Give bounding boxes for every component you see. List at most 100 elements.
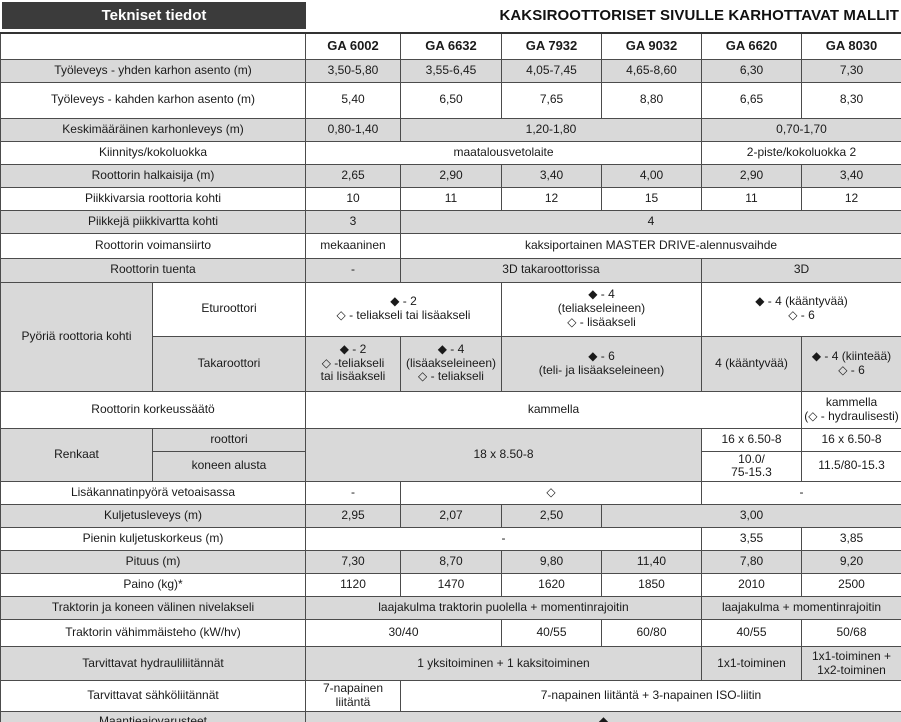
cell: 11.5/80-15.3 xyxy=(801,450,901,483)
cell: - xyxy=(305,527,702,552)
cell: 16 x 6.50-8 xyxy=(801,427,901,452)
cell: 7,30 xyxy=(801,58,901,83)
cell: ◆ - 4 (lisäakseleineen) ◇ - teliakseli xyxy=(400,335,502,392)
page-title: KAKSIROOTTORISET SIVULLE KARHOTTAVAT MAL… xyxy=(499,7,899,24)
row-label: Tarvittavat hydrauliliitännät xyxy=(0,646,306,682)
cell-line: ◆ - 4 xyxy=(588,287,615,302)
cell-line: 1x2-toiminen xyxy=(817,662,886,677)
cell: 8,80 xyxy=(601,81,702,119)
cell: 3,40 xyxy=(501,163,602,188)
cell: ◆ - 4 (kiinteää) ◇ - 6 xyxy=(801,335,901,392)
cell: 30/40 xyxy=(305,619,502,648)
row-weight: Paino (kg)* 1120 1470 1620 1850 2010 250… xyxy=(0,573,901,598)
cell-line: tai lisäakseli xyxy=(320,369,386,384)
cell-line: kammella xyxy=(825,394,878,409)
row-working-width-double: Työleveys - kahden karhon asento (m) 5,4… xyxy=(0,81,901,119)
cell-line: ◇ - teliakseli xyxy=(418,369,484,384)
cell: mekaaninen xyxy=(305,232,401,259)
cell: 12 xyxy=(801,186,901,211)
cell: 6,50 xyxy=(400,81,502,119)
cell: 1,20-1,80 xyxy=(400,117,702,142)
cell-line: 10.0/ xyxy=(738,451,765,466)
row-label: Työleveys - kahden karhon asento (m) xyxy=(0,81,306,119)
model-header-ga7932: GA 7932 xyxy=(501,32,602,60)
row-rotor-diameter: Roottorin halkaisija (m) 2,65 2,90 3,40 … xyxy=(0,163,901,188)
cell: 12 xyxy=(501,186,602,211)
cell: ◆ - 2 ◇ -teliakseli tai lisäakseli xyxy=(305,335,401,392)
row-label: Traktorin ja koneen välinen nivelakseli xyxy=(0,596,306,621)
cell: 2,90 xyxy=(701,163,802,188)
row-label: Maantieajovarusteet xyxy=(0,710,306,722)
cell: 11 xyxy=(400,186,502,211)
cell: ◆ - 2 ◇ - teliakseli tai lisäakseli xyxy=(305,281,502,337)
row-label: Lisäkannatinpyörä vetoaisassa xyxy=(0,481,306,506)
row-transport-height: Pienin kuljetuskorkeus (m) - 3,55 3,85 xyxy=(0,527,901,552)
sub-row-label: koneen alusta xyxy=(152,450,306,483)
cell: 2,95 xyxy=(305,504,401,529)
model-header-ga9032: GA 9032 xyxy=(601,32,702,60)
cell: ◆ - 4 (teliakseleineen) ◇ - lisäakseli xyxy=(501,281,702,337)
cell: 7,30 xyxy=(305,550,401,575)
cell: 2,90 xyxy=(400,163,502,188)
diamond-filled-icon: ◆ xyxy=(598,714,609,722)
row-min-tractor-power: Traktorin vähimmäisteho (kW/hv) 30/40 40… xyxy=(0,619,901,648)
row-wheels-front-rotor: Pyöriä roottoria kohti Eturoottori ◆ - 2… xyxy=(0,281,901,392)
cell: 2-piste/kokoluokka 2 xyxy=(701,140,901,165)
cell: 40/55 xyxy=(501,619,602,648)
row-label: Työleveys - yhden karhon asento (m) xyxy=(0,58,306,83)
cell-line: (teliakseleineen) xyxy=(557,301,646,316)
cell: 18 x 8.50-8 xyxy=(305,427,702,483)
cell: kammella (◇ - hydraulisesti) xyxy=(801,390,901,429)
cell: 4 xyxy=(400,209,901,234)
row-label: Pienin kuljetuskorkeus (m) xyxy=(0,527,306,552)
cell: 3,55 xyxy=(701,527,802,552)
cell-line: ◆ - 2 xyxy=(390,294,417,309)
cell: 7,80 xyxy=(701,550,802,575)
model-header-ga6632: GA 6632 xyxy=(400,32,502,60)
row-transport-width: Kuljetusleveys (m) 2,95 2,07 2,50 3,00 xyxy=(0,504,901,529)
cell: 8,70 xyxy=(400,550,502,575)
row-label: Tarvittavat sähköliitännät xyxy=(0,680,306,712)
row-electrical-connections: Tarvittavat sähköliitännät 7-napainen li… xyxy=(0,680,901,712)
header-empty-cell xyxy=(0,32,306,60)
row-label: Kiinnitys/kokoluokka xyxy=(0,140,306,165)
sub-row-label: Eturoottori xyxy=(152,281,306,337)
cell: 3D takaroottorissa xyxy=(400,257,702,283)
cell: 0,80-1,40 xyxy=(305,117,401,142)
cell: 3 xyxy=(305,209,401,234)
cell-line: 1x1-toiminen + xyxy=(811,648,892,663)
model-header-ga6620: GA 6620 xyxy=(701,32,802,60)
row-label: Keskimääräinen karhonleveys (m) xyxy=(0,117,306,142)
cell-line: (lisäakseleineen) xyxy=(405,355,497,370)
cell: ◇ xyxy=(400,481,702,506)
cell: 3,85 xyxy=(801,527,901,552)
cell: 6,30 xyxy=(701,58,802,83)
row-label: Pituus (m) xyxy=(0,550,306,575)
row-rotor-drive: Roottorin voimansiirto mekaaninen kaksip… xyxy=(0,232,901,259)
row-swath-width: Keskimääräinen karhonleveys (m) 0,80-1,4… xyxy=(0,117,901,142)
cell: - xyxy=(305,257,401,283)
model-header-ga6002: GA 6002 xyxy=(305,32,401,60)
row-label: Piikkivarsia roottoria kohti xyxy=(0,186,306,211)
cell: 1620 xyxy=(501,573,602,598)
cell: 1 yksitoiminen + 1 kaksitoiminen xyxy=(305,646,702,682)
cell: maatalousvetolaite xyxy=(305,140,702,165)
cell: 40/55 xyxy=(701,619,802,648)
row-wheels-rear-rotor: Takaroottori ◆ - 2 ◇ -teliakseli tai lis… xyxy=(1,335,901,392)
cell: 3,50-5,80 xyxy=(305,58,401,83)
row-working-width-single: Työleveys - yhden karhon asento (m) 3,50… xyxy=(0,58,901,83)
cell: 1x1-toiminen + 1x2-toiminen xyxy=(801,646,901,682)
cell: 50/68 xyxy=(801,619,901,648)
cell: - xyxy=(305,481,401,506)
cell: laajakulma traktorin puolella + momentin… xyxy=(305,596,702,621)
cell-line: (◇ - hydraulisesti) xyxy=(804,408,899,423)
cell-line: ◇ - 6 xyxy=(838,362,865,377)
row-label: Piikkejä piikkivartta kohti xyxy=(0,209,306,234)
cell: 9,80 xyxy=(501,550,602,575)
cell: 3,40 xyxy=(801,163,901,188)
cell-line: (teli- ja lisäakseleineen) xyxy=(538,362,665,377)
cell-line: ◇ - teliakseli tai lisäakseli xyxy=(336,308,471,322)
row-road-equipment: Maantieajovarusteet ◆ xyxy=(0,710,901,722)
spec-table: GA 6002 GA 6632 GA 7932 GA 9032 GA 6620 … xyxy=(0,32,901,722)
cell: 3,55-6,45 xyxy=(400,58,502,83)
